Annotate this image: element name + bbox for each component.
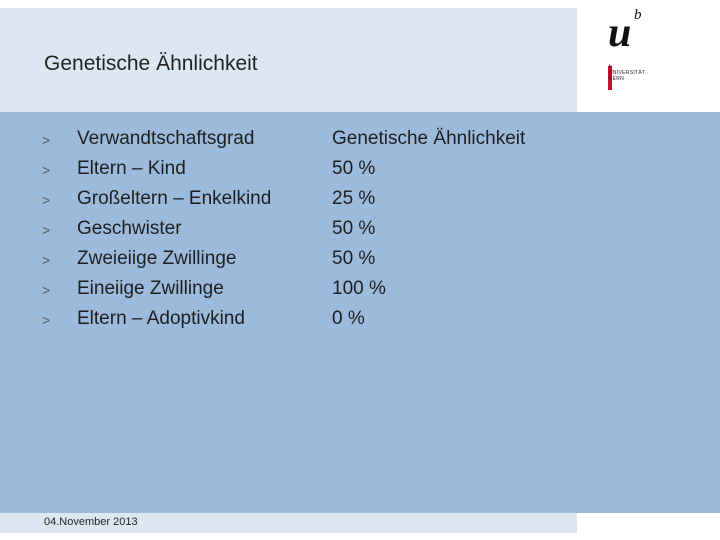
slide-title: Genetische Ähnlichkeit: [44, 52, 258, 75]
list-item: > Eltern – Adoptivkind 0 %: [0, 308, 600, 338]
list-item: > Geschwister 50 %: [0, 218, 600, 248]
logo-line-1: b: [609, 64, 613, 70]
content-panel: [0, 112, 720, 513]
list-item: > Verwandtschaftsgrad Genetische Ähnlich…: [0, 128, 600, 158]
logo-wordmark: b UNIVERSITÄT BERN: [609, 64, 645, 82]
bullet-icon: >: [42, 192, 51, 208]
list-item: > Großeltern – Enkelkind 25 %: [0, 188, 600, 218]
bullet-icon: >: [42, 312, 51, 328]
similarity-value: 0 %: [332, 308, 365, 329]
relation-label: Zweieiige Zwillinge: [77, 248, 237, 269]
similarity-value: 25 %: [332, 188, 376, 209]
relation-label: Eltern – Adoptivkind: [77, 308, 245, 329]
list-item: > Zweieiige Zwillinge 50 %: [0, 248, 600, 278]
logo-superscript: b: [634, 7, 642, 23]
footer-band: [0, 513, 577, 533]
relation-label: Eltern – Kind: [77, 158, 186, 179]
logo-line-3: BERN: [609, 76, 625, 82]
list-item: > Eltern – Kind 50 %: [0, 158, 600, 188]
similarity-value: 100 %: [332, 278, 386, 299]
bullet-icon: >: [42, 132, 51, 148]
similarity-value: 50 %: [332, 248, 376, 269]
footer-date: 04.November 2013: [44, 516, 138, 528]
logo-red-bar: [608, 66, 612, 90]
bullet-icon: >: [42, 252, 51, 268]
similarity-value: 50 %: [332, 218, 376, 239]
list-item: > Eineiige Zwillinge 100 %: [0, 278, 600, 308]
similarity-value: 50 %: [332, 158, 376, 179]
university-logo: u b b UNIVERSITÄT BERN: [608, 7, 678, 90]
bullet-icon: >: [42, 222, 51, 238]
relation-label: Großeltern – Enkelkind: [77, 188, 272, 209]
relation-label: Geschwister: [77, 218, 182, 239]
logo-mark: u: [608, 10, 632, 56]
bullet-icon: >: [42, 282, 51, 298]
logo-line-2: UNIVERSITÄT: [609, 70, 646, 76]
similarity-value: Genetische Ähnlichkeit: [332, 128, 526, 149]
relation-label: Eineiige Zwillinge: [77, 278, 224, 299]
header-band: [0, 8, 577, 112]
bullet-icon: >: [42, 162, 51, 178]
relation-label: Verwandtschaftsgrad: [77, 128, 255, 149]
